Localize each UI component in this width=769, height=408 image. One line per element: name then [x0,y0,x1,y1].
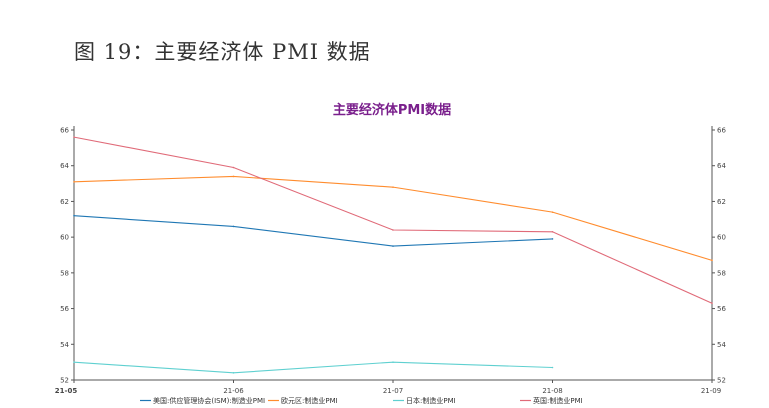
x-tick-label: 21-09 [701,387,721,395]
series-layer [73,136,713,374]
legend-label: 英国:制造业PMI [533,396,583,405]
y-tick-label-right: 58 [717,269,726,277]
data-point [232,166,235,169]
y-tick-label-right: 66 [717,127,726,135]
x-tick-label: 21-08 [542,387,562,395]
data-point [711,259,713,262]
data-point [551,211,554,213]
data-point [392,186,394,188]
legend-label: 日本:制造业PMI [406,396,456,405]
y-tick-label-right: 54 [717,341,726,349]
y-tick-label-right: 64 [717,162,726,170]
x-tick-label: 21-07 [383,387,403,395]
data-point [73,180,75,183]
legend-label: 美国:供应管理协会(ISM):制造业PMI [153,396,265,405]
y-tick-label-left: 66 [60,127,69,135]
series-line-1 [73,215,553,247]
series-line-4 [73,136,713,304]
data-point [232,175,235,178]
data-point [392,245,394,247]
data-point [73,136,75,138]
data-point [392,229,394,231]
y-tick-label-left: 60 [60,234,69,242]
y-tick-label-left: 58 [60,269,69,277]
x-tick-label: 21-05 [55,387,78,395]
y-tick-label-left: 52 [60,377,69,385]
y-tick-label-left: 56 [60,305,69,313]
y-tick-label-right: 52 [717,377,726,385]
chart-title: 主要经济体PMI数据 [333,102,451,118]
data-point [711,302,713,305]
y-tick-label-right: 62 [717,198,726,206]
data-point [73,361,75,363]
y-tick-label-right: 60 [717,234,726,242]
data-point [551,230,554,233]
data-point [551,366,554,369]
y-tick-label-left: 54 [60,341,69,349]
legend-label: 欧元区:制造业PMI [281,396,338,405]
x-tick-label: 21-06 [223,387,244,395]
series-line-2 [73,175,713,261]
data-point [551,238,554,240]
chart-legend: 美国:供应管理协会(ISM):制造业PMI 欧元区:制造业PMI 日本:制造业PMI… [140,396,583,405]
data-point [73,214,75,217]
chart-axes: 52 52 54 54 56 56 58 58 60 60 62 62 64 64 66 66 21-05 21-… [55,126,726,395]
data-point [392,361,394,363]
y-tick-label-left: 62 [60,198,69,206]
figure-heading: 图 19：主要经济体 PMI 数据 [74,40,371,64]
y-tick-label-left: 64 [60,162,69,170]
y-tick-label-right: 56 [717,305,726,313]
series-line-3 [73,361,553,374]
data-point [232,372,235,374]
data-point [232,225,235,228]
